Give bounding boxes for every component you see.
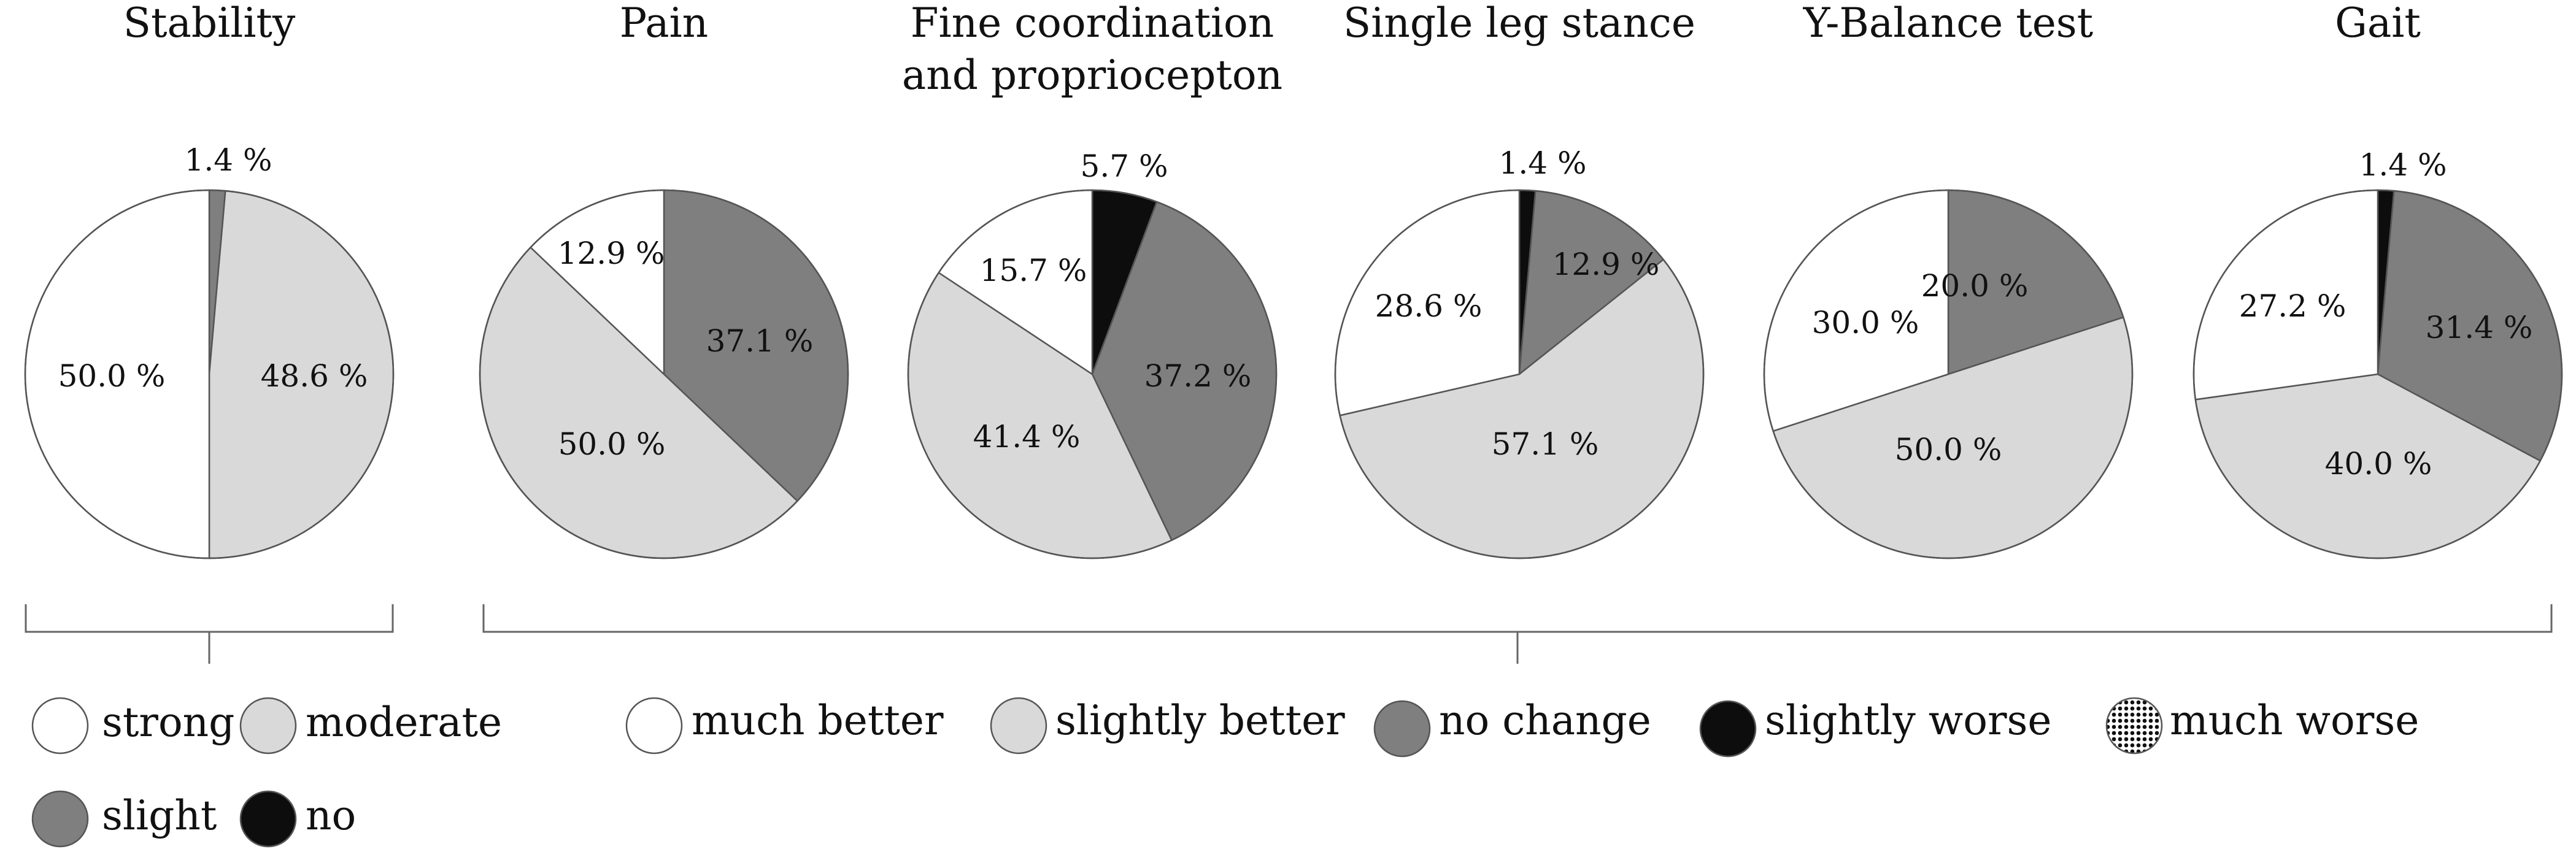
slice-value-label: 12.9 % [558, 236, 665, 271]
legend-outcome: much better slightly better no change sligh… [625, 697, 2419, 758]
legend-swatch [1373, 700, 1431, 758]
pie-y-balance-test: Y-Balance test 20.0 % 50.0 % 30.0 % [1763, 0, 2134, 559]
pie-outline [479, 189, 849, 559]
slice-value-label: 48.6 % [261, 358, 368, 394]
chart-title: Gait [2335, 0, 2421, 47]
legend-item-slightly-better: slightly better [990, 697, 1345, 755]
legend-item-much-better: much better [625, 697, 944, 755]
legend-swatch [239, 697, 297, 755]
chart-title: Single leg stance [1343, 0, 1695, 47]
slice-value-label: 15.7 % [980, 253, 1087, 288]
legend-label: moderate [306, 699, 502, 746]
pie-outline [1334, 189, 1705, 559]
chart-title: Stability [123, 0, 296, 47]
chart-title: and propriocepton [902, 52, 1282, 99]
slice-value-label: 1.4 % [2359, 147, 2447, 183]
slice-value-label: 27.2 % [2239, 288, 2347, 324]
slice-value-label: 28.6 % [1375, 288, 1483, 324]
pie-outline [907, 189, 1278, 559]
slice-value-label: 50.0 % [58, 358, 166, 394]
slice-value-label: 1.4 % [185, 142, 272, 178]
pie-outline [2192, 189, 2563, 559]
legend-label: much better [692, 697, 944, 744]
chart-title: Pain [620, 0, 708, 47]
legend-swatch [31, 697, 89, 755]
legend-item-no: no [239, 790, 356, 848]
slice-value-label: 41.4 % [973, 419, 1081, 455]
legend-swatch [2105, 697, 2163, 755]
legend-swatch [625, 697, 683, 755]
stability-bracket [25, 604, 394, 664]
pie-outline [24, 189, 395, 559]
slice-value-label: 50.0 % [558, 426, 666, 462]
legend-label: slight [102, 792, 217, 839]
legend-label: slightly better [1055, 697, 1345, 744]
pie-fine-coordination-and-propriocepton: Fine coordination and propriocepton 5.7 % 3… [902, 0, 1282, 559]
slice-value-label: 1.4 % [1499, 145, 1587, 181]
legend-swatch [31, 790, 89, 848]
chart-title: Fine coordination [911, 0, 1275, 47]
legend-label: strong [102, 699, 234, 746]
slice-value-label: 37.1 % [706, 323, 814, 359]
legend-item-slight: slight [31, 790, 217, 848]
legend-stability: strong moderate slight no [31, 697, 502, 848]
legend-item-no-change: no change [1373, 697, 1651, 758]
slice-value-label: 12.9 % [1552, 247, 1660, 282]
pie-outline [1763, 189, 2134, 559]
pie-single-leg-stance: Single leg stance 1.4 % 12.9 % 57.1 % 28.6 % [1334, 0, 1705, 559]
pie-pain: Pain 37.1 % 50.0 % 12.9 % [479, 0, 849, 559]
legend-label: no [306, 792, 356, 839]
legend-swatch [1699, 700, 1757, 758]
slice-value-label: 50.0 % [1895, 432, 2002, 467]
slice-value-label: 31.4 % [2426, 310, 2533, 345]
outcome-bracket [482, 604, 2553, 664]
legend-item-moderate: moderate [239, 697, 502, 755]
pie-gait: Gait 1.4 % 31.4 % 40.0 % 27.2 % [2192, 0, 2563, 559]
slice-value-label: 20.0 % [1921, 268, 2029, 304]
legend-item-strong: strong [31, 697, 234, 755]
legend-label: no change [1439, 697, 1651, 744]
pie-stability: Stability 1.4 % 48.6 % 50.0 % [24, 0, 395, 559]
legend-label: much worse [2170, 697, 2419, 744]
slice-value-label: 5.7 % [1081, 148, 1168, 184]
legend-item-slightly-worse: slightly worse [1699, 697, 2051, 758]
slice-value-label: 57.1 % [1492, 426, 1599, 462]
legend-brackets [25, 604, 2553, 664]
legend-swatch [990, 697, 1047, 755]
legend-label: slightly worse [1765, 697, 2051, 744]
legend-item-much-worse: much worse [2105, 697, 2419, 755]
slice-value-label: 37.2 % [1144, 358, 1252, 394]
slice-value-label: 30.0 % [1812, 305, 1919, 340]
slice-value-label: 40.0 % [2325, 446, 2432, 482]
chart-title: Y-Balance test [1803, 0, 2093, 47]
legend-swatch [239, 790, 297, 848]
